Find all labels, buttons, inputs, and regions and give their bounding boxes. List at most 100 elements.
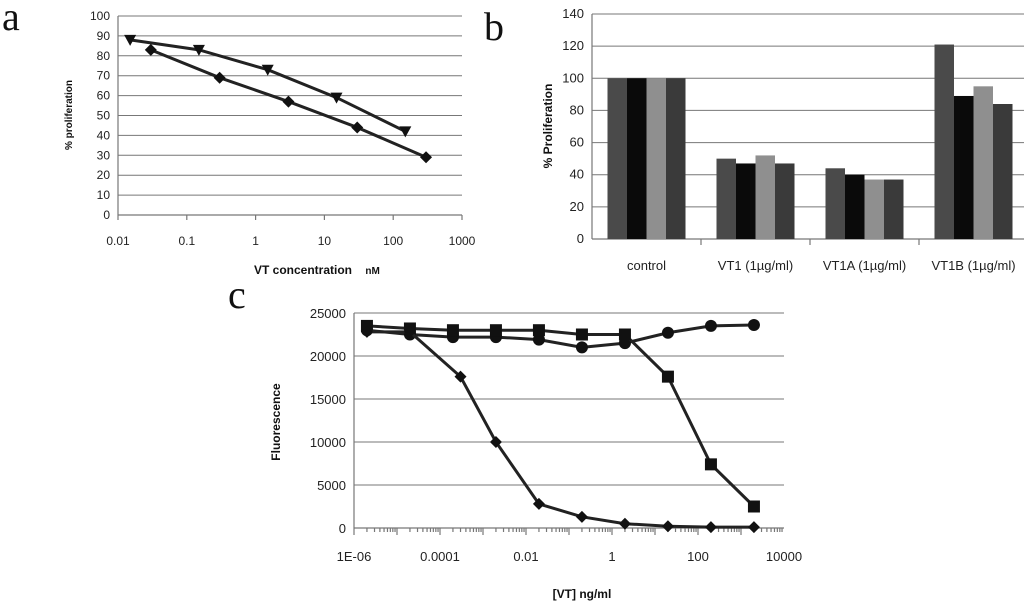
chart-a-series-triangle-line [129, 38, 406, 133]
chart-c-x-tick-label: 0.01 [513, 549, 538, 564]
chart-c-x-ticks: 1E-06 0.0001 0.01 1 100 10000 [337, 549, 802, 564]
chart-c-series-diamond-point [618, 517, 631, 530]
chart-a-series [124, 34, 433, 164]
chart-c-y-tick-label: 0 [339, 521, 346, 536]
chart-b-y-tick-label: 120 [562, 38, 584, 53]
chart-a-y-axis-label: % proliferation [64, 80, 75, 150]
chart-c-series-square-point [661, 370, 674, 383]
chart-c-x-tick-label: 100 [687, 549, 709, 564]
chart-b-bar-series-4 [775, 163, 795, 239]
chart-b-bar-series-4 [884, 179, 904, 239]
chart-c-x-tick-label: 1E-06 [337, 549, 372, 564]
panel-label-a: a [2, 0, 20, 39]
chart-c-y-tick-label: 10000 [310, 435, 346, 450]
chart-c-series-square-point [446, 324, 459, 337]
chart-c-series [360, 319, 760, 534]
chart-b-y-axis-label: % Proliferation [541, 84, 555, 169]
chart-a-y-tick-label: 100 [90, 9, 110, 23]
chart-b-x-tick-label: VT1 (1µg/ml) [718, 258, 793, 273]
panel-label-c: c [228, 272, 246, 317]
chart-b-bar-series-1 [716, 158, 736, 239]
chart-c-series-circle-point [704, 319, 717, 332]
chart-b-x-tick-label: VT1B (1µg/ml) [931, 258, 1015, 273]
chart-a-y-tick-label: 80 [97, 49, 111, 63]
chart-b-bar-series-4 [993, 104, 1013, 239]
chart-a-y-tick-label: 90 [97, 29, 111, 43]
chart-c-y-tick-label: 5000 [317, 478, 346, 493]
chart-a-x-axis-unit: nM [365, 266, 379, 277]
chart-a-series-triangle-point [124, 34, 137, 46]
chart-b-bar-series-2 [627, 78, 647, 240]
chart-b-y-ticks: 0 20 40 60 80 100 120 140 [562, 6, 584, 246]
chart-b-bar-series-2 [954, 95, 974, 239]
chart-b-bar-series-1 [825, 168, 845, 239]
panel-label-b: b [484, 4, 504, 49]
chart-a-series-diamond-point [420, 151, 433, 164]
chart-a-x-tick-label: 10 [318, 234, 332, 248]
chart-a-y-ticks: 0 10 20 30 40 50 60 70 80 90 100 [90, 9, 110, 222]
chart-c-series-circle-point [661, 326, 674, 339]
chart-a-y-tick-label: 30 [97, 148, 111, 162]
chart-b-bar-series-4 [666, 78, 686, 240]
chart-c-series-circle-point [575, 341, 588, 354]
chart-c-series-diamond-line [366, 330, 754, 529]
chart-c-series-square-point [575, 328, 588, 341]
chart-a-series-triangle-point [330, 92, 343, 104]
chart-c-series-square-point [704, 458, 717, 471]
chart-c-series-square-point [532, 324, 545, 337]
chart-c-series-circle-point [747, 319, 760, 332]
chart-c-y-tick-label: 25000 [310, 306, 346, 321]
chart-a-x-axis-label: VT concentration nM [254, 263, 380, 277]
chart-a-series-triangle-point [192, 44, 205, 56]
chart-c-series-diamond-point [661, 520, 674, 533]
chart-c-series-diamond-point [747, 521, 760, 534]
chart-a-x-axis-label-text: VT concentration [254, 263, 352, 277]
chart-b-bar-series-3 [755, 155, 775, 239]
chart-c-series-diamond-point [575, 510, 588, 523]
chart-a-series-triangle-point [261, 64, 274, 76]
chart-c-x-tick-label: 0.0001 [420, 549, 460, 564]
chart-c-series-square-point [360, 319, 373, 332]
chart-c-x-tick-label: 10000 [766, 549, 802, 564]
chart-a-x-ticks: 0.01 0.1 1 10 100 1000 [106, 234, 475, 248]
chart-c-series-square-line [366, 324, 755, 508]
chart-a-series-diamond-point [213, 71, 226, 84]
chart-b-bars [607, 44, 1013, 240]
chart-a-y-tick-label: 40 [97, 128, 111, 142]
chart-a-y-tick-label: 60 [97, 89, 111, 103]
chart-c-gridlines [353, 312, 784, 535]
chart-c-series-diamond-point [489, 436, 502, 448]
chart-a-x-tick-label: 0.01 [106, 234, 130, 248]
chart-c-series-square-point [747, 500, 760, 513]
chart-a-y-tick-label: 50 [97, 109, 111, 123]
chart-c-y-tick-label: 20000 [310, 349, 346, 364]
chart-b-x-ticks: control VT1 (1µg/ml) VT1A (1µg/ml) VT1B (1µ… [627, 258, 1016, 273]
chart-a-series-diamond-point [351, 121, 364, 134]
chart-b-y-tick-label: 60 [570, 135, 584, 150]
chart-b-bar-series-1 [607, 78, 627, 240]
chart-a-series-triangle-point [399, 126, 412, 138]
chart-c-series-diamond-point [532, 497, 545, 510]
chart-c-x-axis-label: [VT] ng/ml [553, 587, 612, 601]
chart-b-y-tick-label: 140 [562, 6, 584, 21]
chart-b-x-tick-label: control [627, 258, 666, 273]
chart-b-y-tick-label: 20 [570, 199, 584, 214]
chart-a-x-tick-label: 0.1 [178, 234, 195, 248]
chart-c-series-diamond-point [403, 325, 416, 338]
chart-c-series-diamond-point [454, 370, 467, 383]
chart-b-y-tick-label: 100 [562, 70, 584, 85]
chart-c-series-diamond-point [360, 325, 373, 338]
chart-a-y-tick-label: 10 [97, 188, 111, 202]
chart-b-bar-series-3 [973, 86, 993, 239]
chart-c-series-diamond-point [704, 521, 717, 534]
chart-b-bar-series-3 [646, 78, 666, 240]
chart-b-x-tick-label: VT1A (1µg/ml) [823, 258, 906, 273]
chart-c-series-circle-line [366, 323, 754, 349]
chart-c-y-tick-label: 15000 [310, 392, 346, 407]
chart-a-y-tick-label: 70 [97, 69, 111, 83]
chart-b-y-tick-label: 80 [570, 102, 584, 117]
chart-b-y-tick-label: 0 [577, 231, 584, 246]
chart-a: 0 10 20 30 40 50 60 70 80 90 100 0.01 0.1 1 10 100 1000… [64, 9, 476, 277]
chart-a-gridlines [117, 15, 463, 220]
